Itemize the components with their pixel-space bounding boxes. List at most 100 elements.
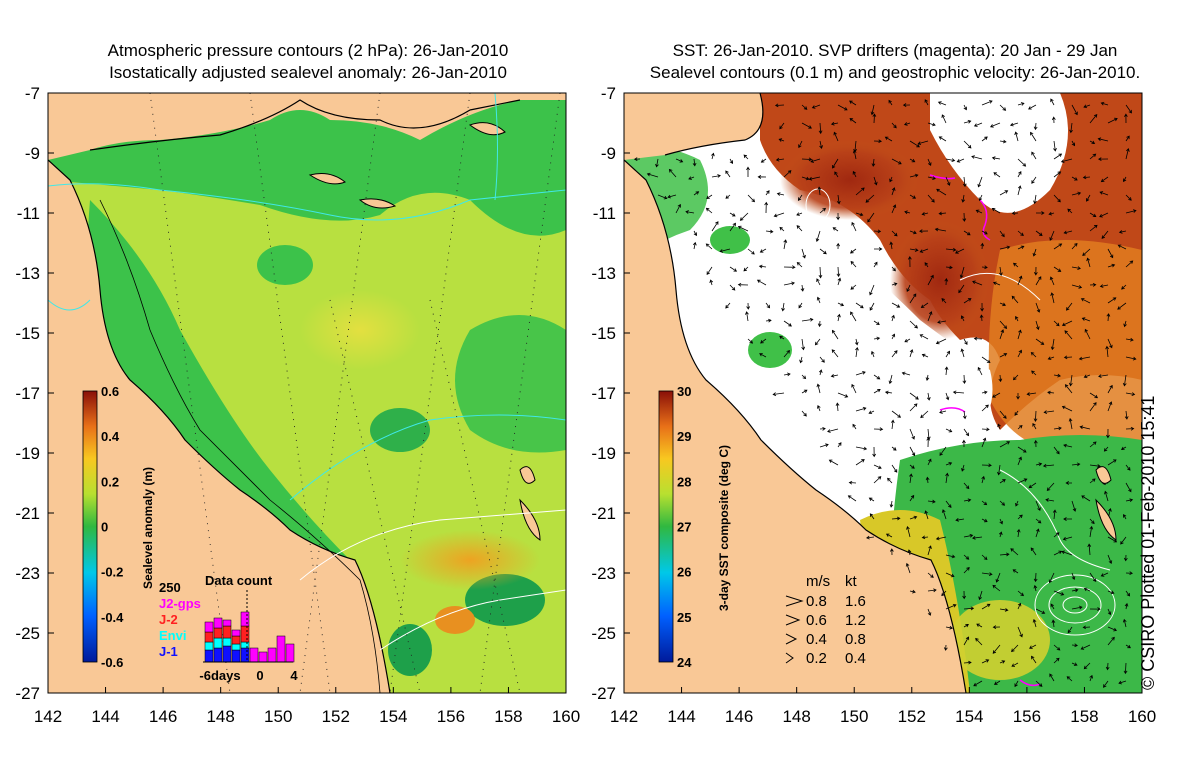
velocity-arrow-icon bbox=[1066, 302, 1073, 311]
velocity-arrow-icon bbox=[814, 338, 821, 346]
velocity-arrow-icon bbox=[747, 248, 755, 255]
right-colorbar-label: 3-day SST composite (deg C) bbox=[717, 445, 731, 611]
velocity-arrow-icon bbox=[1071, 462, 1081, 467]
velocity-arrow-icon bbox=[1080, 298, 1091, 304]
velocity-arrow-icon bbox=[992, 625, 1001, 629]
velocity-arrow-icon bbox=[963, 140, 972, 149]
velocity-arrow-icon bbox=[891, 410, 902, 418]
velocity-arrow-icon bbox=[1071, 104, 1078, 116]
velocity-arrow-icon bbox=[765, 229, 774, 234]
velocity-arrow-icon bbox=[1124, 113, 1128, 124]
y-tick-label: -23 bbox=[591, 564, 616, 583]
velocity-arrow-icon bbox=[1060, 158, 1073, 163]
velocity-arrow-icon bbox=[675, 158, 684, 163]
velocity-arrow-icon bbox=[981, 390, 988, 395]
velocity-arrow-icon bbox=[873, 176, 878, 186]
velocity-arrow-icon bbox=[1053, 171, 1062, 178]
velocity-arrow-icon bbox=[904, 210, 911, 215]
velocity-arrow-icon bbox=[1125, 104, 1132, 114]
data-count-bar bbox=[204, 621, 214, 633]
velocity-arrow-icon bbox=[943, 644, 948, 651]
right-sealevel-contours bbox=[805, 188, 1116, 636]
velocity-arrow-icon bbox=[1107, 608, 1112, 616]
velocity-arrow-icon bbox=[962, 374, 967, 384]
velocity-arrow-icon bbox=[1012, 374, 1019, 381]
velocity-arrow-icon bbox=[921, 212, 929, 216]
velocity-arrow-icon bbox=[1016, 528, 1021, 538]
velocity-arrow-icon bbox=[926, 392, 931, 401]
colorbar-tick-label: 25 bbox=[677, 610, 691, 625]
velocity-arrow-icon bbox=[1068, 417, 1073, 430]
velocity-arrow-icon bbox=[873, 374, 881, 380]
velocity-arrow-icon bbox=[1071, 662, 1078, 666]
velocity-arrow-icon bbox=[830, 121, 839, 126]
velocity-arrow-icon bbox=[783, 372, 791, 377]
velocity-arrow-icon bbox=[1017, 349, 1022, 358]
velocity-arrow-icon bbox=[945, 247, 957, 252]
velocity-arrow-icon bbox=[869, 284, 875, 296]
velocity-arrow-icon bbox=[849, 248, 857, 254]
velocity-arrow-icon bbox=[801, 122, 813, 129]
velocity-arrow-icon bbox=[873, 336, 881, 341]
velocity-arrow-icon bbox=[891, 314, 895, 322]
velocity-arrow-icon bbox=[655, 158, 659, 168]
velocity-arrow-icon bbox=[1017, 456, 1022, 466]
velocity-arrow-icon bbox=[972, 280, 983, 286]
velocity-arrow-icon bbox=[729, 158, 733, 164]
speed-legend-kt: 0.8 bbox=[845, 631, 866, 648]
left-ocean-green-east bbox=[455, 315, 566, 453]
velocity-arrow-icon bbox=[873, 229, 882, 234]
data-count-bar bbox=[267, 647, 277, 663]
velocity-arrow-icon bbox=[810, 158, 821, 163]
velocity-arrow-icon bbox=[890, 419, 895, 430]
velocity-arrow-icon bbox=[941, 590, 947, 597]
left-pressure-contour bbox=[494, 93, 498, 201]
velocity-arrow-icon bbox=[1011, 295, 1019, 304]
velocity-arrow-icon bbox=[1033, 266, 1038, 276]
velocity-arrow-icon bbox=[1107, 459, 1117, 466]
velocity-arrow-icon bbox=[819, 248, 827, 255]
velocity-arrow-icon bbox=[941, 298, 947, 304]
velocity-arrow-icon bbox=[927, 274, 934, 286]
velocity-arrow-icon bbox=[1009, 122, 1019, 127]
velocity-arrow-icon bbox=[816, 383, 821, 394]
velocity-arrow-icon bbox=[819, 356, 825, 363]
velocity-arrow-icon bbox=[960, 348, 965, 358]
velocity-arrow-icon bbox=[887, 477, 893, 484]
velocity-arrow-icon bbox=[1106, 313, 1111, 322]
velocity-arrow-icon bbox=[905, 562, 911, 574]
velocity-arrow-icon bbox=[925, 476, 930, 484]
velocity-arrow-icon bbox=[963, 230, 971, 236]
velocity-arrow-icon bbox=[796, 225, 803, 232]
velocity-arrow-icon bbox=[1071, 266, 1081, 270]
velocity-arrow-icon bbox=[938, 136, 947, 142]
velocity-arrow-icon bbox=[871, 350, 875, 358]
velocity-arrow-icon bbox=[1103, 680, 1109, 688]
velocity-arrow-icon bbox=[945, 572, 955, 578]
velocity-arrow-icon bbox=[927, 458, 932, 466]
velocity-arrow-icon bbox=[667, 194, 677, 199]
left-coastline-png bbox=[89, 99, 521, 151]
velocity-arrow-icon bbox=[993, 172, 1001, 178]
velocity-arrow-icon bbox=[971, 155, 983, 160]
x-tick-label: 146 bbox=[149, 707, 177, 726]
colorbar-tick-label: -0.2 bbox=[101, 565, 123, 580]
velocity-arrow-icon bbox=[992, 644, 1001, 654]
velocity-arrow-icon bbox=[909, 173, 919, 178]
velocity-arrow-icon bbox=[747, 338, 754, 344]
velocity-arrow-icon bbox=[963, 298, 972, 304]
velocity-arrow-icon bbox=[1089, 572, 1097, 583]
velocity-arrow-icon bbox=[958, 284, 965, 294]
velocity-arrow-icon bbox=[978, 590, 983, 601]
velocity-arrow-icon bbox=[827, 428, 839, 433]
velocity-arrow-icon bbox=[909, 428, 915, 440]
velocity-arrow-icon bbox=[909, 230, 917, 235]
velocity-arrow-icon bbox=[903, 122, 911, 126]
colorbar-tick-label: 0.2 bbox=[101, 474, 119, 489]
left-pressure-contour bbox=[48, 183, 566, 221]
velocity-arrow-icon bbox=[891, 122, 897, 129]
velocity-arrow-icon bbox=[1052, 509, 1057, 520]
left-reef-line bbox=[99, 199, 381, 693]
speed-legend-kt: 1.6 bbox=[845, 593, 866, 610]
data-count-x-label: 4 bbox=[290, 668, 298, 683]
